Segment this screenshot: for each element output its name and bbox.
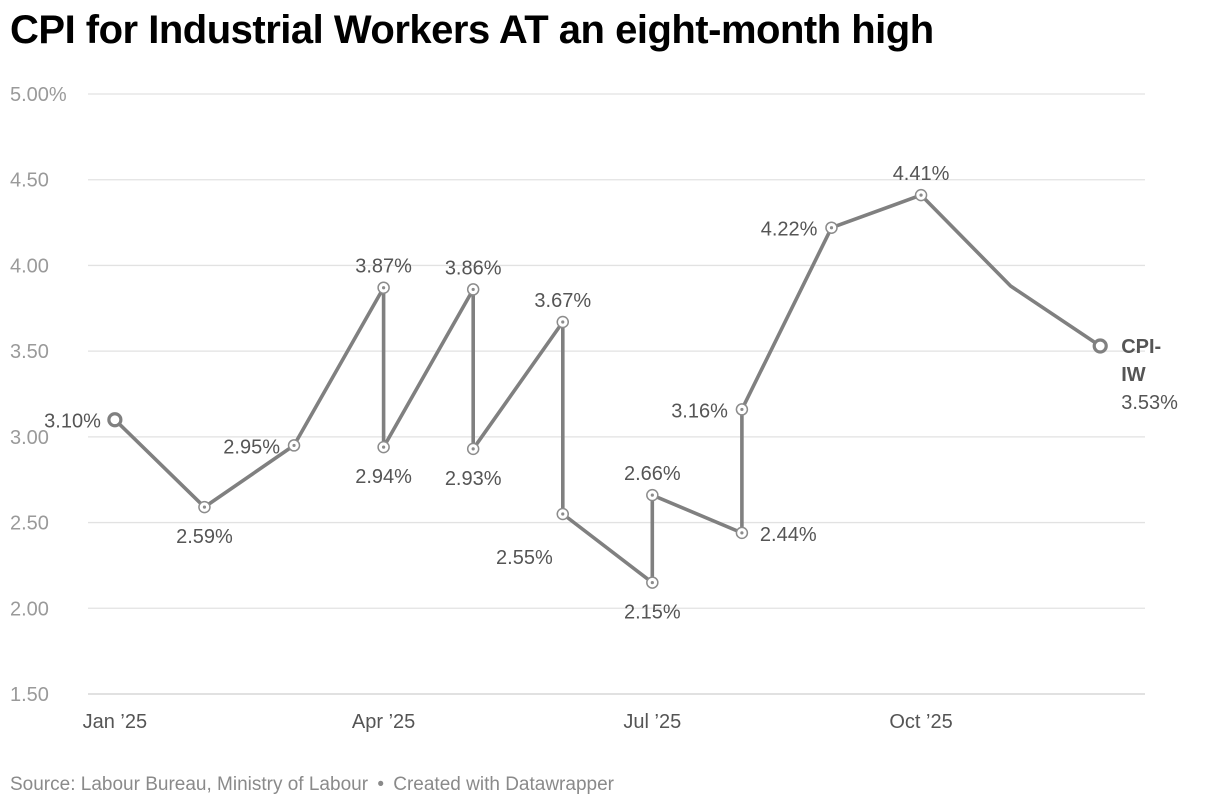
- chart-title: CPI for Industrial Workers AT an eight-m…: [10, 8, 934, 52]
- datawrapper-credit: Created with Datawrapper: [393, 774, 614, 795]
- data-point-dot: [292, 443, 296, 448]
- gridlines: [88, 93, 1145, 695]
- series-lines: [113, 193, 1102, 585]
- y-tick-label: 5.00%: [10, 84, 67, 106]
- endpoint-marker: [1092, 338, 1108, 354]
- data-point-dot: [740, 407, 744, 412]
- data-point-dot: [471, 447, 475, 451]
- y-tick-label: 4.50: [10, 170, 49, 192]
- series-name-label: IW: [1121, 364, 1146, 386]
- data-point-markers: [107, 188, 1108, 589]
- data-label: 3.87%: [355, 256, 412, 278]
- data-point-dot: [382, 286, 386, 290]
- data-label: 3.86%: [445, 257, 502, 279]
- data-point-dot: [650, 580, 654, 585]
- y-tick-label: 2.00: [10, 598, 49, 620]
- y-tick-label: 4.00: [10, 255, 49, 277]
- y-tick-label: 3.00: [10, 427, 49, 449]
- data-label: 2.66%: [624, 463, 681, 485]
- y-tick-label: 2.50: [10, 513, 49, 535]
- data-label: 3.16%: [671, 400, 728, 422]
- data-label: 4.41%: [893, 163, 950, 185]
- data-label: 2.55%: [496, 547, 553, 569]
- data-label: 2.44%: [760, 524, 817, 546]
- series-name-label: CPI-: [1121, 336, 1161, 358]
- x-tick-label: Apr ’25: [352, 711, 415, 733]
- data-point-dot: [829, 226, 834, 230]
- data-label: 2.93%: [445, 468, 502, 490]
- data-point-dot: [650, 493, 654, 497]
- y-tick-label: 1.50: [10, 684, 49, 706]
- source-note: Source: Labour Bureau, Ministry of Labou…: [10, 774, 369, 795]
- data-point-dot: [740, 531, 744, 535]
- data-point-dot: [471, 287, 475, 292]
- data-label: 2.59%: [176, 526, 233, 548]
- data-label: 2.15%: [624, 602, 681, 624]
- data-label: 3.10%: [44, 411, 101, 433]
- data-label: 2.94%: [355, 466, 412, 488]
- data-point-dot: [561, 512, 565, 516]
- y-axis-tick-labels: 5.00% 4.50 4.00 3.50 3.00 2.50 2.00 1.50: [10, 84, 67, 706]
- series-end-value: 3.53%: [1121, 392, 1178, 414]
- data-point-dot: [919, 193, 923, 197]
- y-tick-label: 3.50: [10, 341, 49, 363]
- data-labels: 3.10% 2.59% 2.95% 3.87% 2.94% 3.86% 2.93% 3.67%…: [44, 163, 949, 623]
- footer-separator: •: [377, 774, 384, 795]
- x-tick-label: Jan ’25: [83, 711, 148, 733]
- data-point-dot: [202, 505, 207, 509]
- series-line: [113, 193, 1102, 585]
- x-tick-label: Jul ’25: [623, 711, 681, 733]
- series-end-label: CPI- IW 3.53%: [1121, 336, 1178, 414]
- data-label: 2.95%: [223, 436, 280, 458]
- data-label: 3.67%: [534, 290, 591, 312]
- chart-footer: Source: Labour Bureau, Ministry of Labou…: [10, 774, 614, 796]
- endpoint-marker: [107, 412, 123, 428]
- x-axis-tick-labels: Jan ’25 Apr ’25 Jul ’25 Oct ’25: [83, 711, 953, 733]
- data-label: 4.22%: [761, 219, 818, 241]
- x-tick-label: Oct ’25: [889, 711, 952, 733]
- data-point-dot: [561, 320, 565, 324]
- data-point-dot: [382, 445, 386, 449]
